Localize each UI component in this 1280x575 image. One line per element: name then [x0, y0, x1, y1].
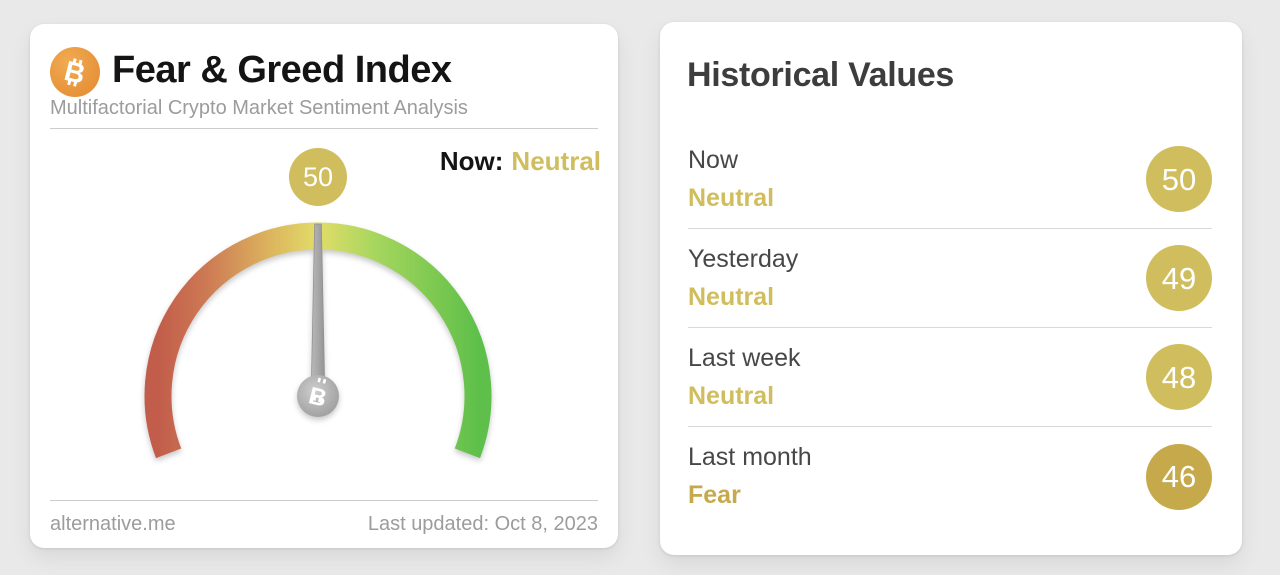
gauge-needle — [310, 223, 326, 397]
gauge-value-badge: 50 — [289, 148, 347, 206]
history-rows: Now Neutral 50 Yesterday Neutral 49 Last… — [688, 130, 1212, 526]
row-label: Now — [688, 145, 739, 174]
history-row-last-week: Last week Neutral 48 — [688, 328, 1212, 427]
row-value-badge: 48 — [1146, 344, 1212, 410]
history-row-now: Now Neutral 50 — [688, 130, 1212, 229]
current-sentiment: Now: Neutral — [440, 148, 601, 174]
row-label: Last week — [688, 343, 801, 372]
history-row-last-month: Last month Fear 46 — [688, 427, 1212, 526]
svg-text:B: B — [306, 382, 329, 412]
history-row-yesterday: Yesterday Neutral 49 — [688, 229, 1212, 328]
card-subtitle: Multifactorial Crypto Market Sentiment A… — [50, 97, 468, 119]
row-label: Last month — [688, 443, 812, 472]
card-footer: alternative.me Last updated: Oct 8, 2023 — [50, 512, 598, 536]
header-divider — [50, 128, 598, 129]
row-value-badge: 50 — [1146, 146, 1212, 212]
now-label: Now: — [439, 146, 504, 176]
row-value-badge: 49 — [1146, 245, 1212, 311]
gauge-value: 50 — [302, 161, 334, 192]
historical-values-card: Historical Values Now Neutral 50 Yesterd… — [660, 22, 1242, 555]
gauge-chart: B — [144, 222, 492, 459]
row-sentiment: Neutral — [688, 183, 775, 212]
bitcoin-icon: B — [50, 47, 100, 97]
row-label: Yesterday — [688, 244, 799, 273]
row-sentiment: Neutral — [688, 381, 775, 410]
row-sentiment: Fear — [688, 481, 741, 509]
fear-greed-index-card: B Fear & Greed Index Multifactorial Cryp… — [30, 24, 618, 548]
now-sentiment-value: Neutral — [511, 146, 601, 176]
gauge-needle-group: B — [297, 223, 339, 417]
row-value-badge: 46 — [1146, 443, 1212, 510]
needle-hub — [297, 375, 339, 417]
source-link[interactable]: alternative.me — [50, 513, 176, 535]
footer-divider — [50, 500, 598, 501]
row-sentiment: Neutral — [688, 282, 775, 311]
last-updated: Last updated: Oct 8, 2023 — [367, 513, 598, 535]
hub-bitcoin-icon: B — [306, 377, 329, 413]
history-title: Historical Values — [687, 56, 955, 94]
card-title: Fear & Greed Index — [112, 49, 452, 91]
